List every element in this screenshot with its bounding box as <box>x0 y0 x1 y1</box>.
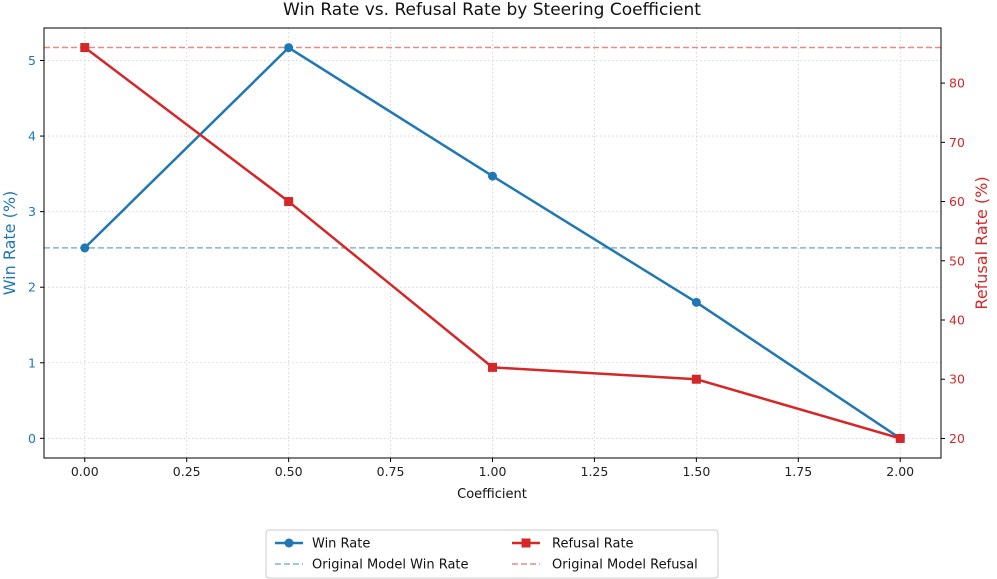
x-tick-label: 1.25 <box>581 464 609 479</box>
left-y-tick-label: 4 <box>28 129 36 144</box>
refusal-rate-point <box>691 374 701 384</box>
left-y-tick-label: 3 <box>28 204 36 219</box>
right-y-tick-label: 60 <box>949 194 965 209</box>
left-y-tick-label: 5 <box>28 53 36 68</box>
refusal-rate-point <box>284 197 294 207</box>
refusal-rate-point <box>488 362 497 372</box>
x-tick-label: 1.50 <box>682 464 710 479</box>
left-y-axis-label: Win Rate (%) <box>0 191 19 296</box>
win-rate-line <box>83 46 901 440</box>
x-tick-label: 0.00 <box>71 464 99 479</box>
legend-original-win-rate-label: Original Model Win Rate <box>312 558 469 573</box>
left-y-axis-ticks: 0 1 2 3 4 5 <box>28 53 44 446</box>
right-y-tick-label: 40 <box>949 312 965 327</box>
x-tick-label: 1.75 <box>784 464 812 479</box>
win-rate-point <box>488 171 497 181</box>
left-y-tick-label: 1 <box>28 355 36 370</box>
series-layer <box>80 43 905 443</box>
win-rate-point <box>80 243 90 253</box>
right-y-axis-ticks: 20 30 40 50 60 70 80 <box>941 76 965 446</box>
x-tick-label: 1.00 <box>479 464 507 479</box>
legend-win-rate-marker <box>284 538 294 548</box>
right-y-tick-label: 20 <box>949 431 965 446</box>
left-y-tick-label: 2 <box>28 280 36 295</box>
x-tick-label: 2.00 <box>886 464 914 479</box>
grid <box>44 28 941 458</box>
x-tick-label: 0.50 <box>275 464 303 479</box>
right-y-tick-label: 70 <box>949 135 965 150</box>
left-y-tick-label: 0 <box>28 431 36 446</box>
legend-refusal-rate-label: Refusal Rate <box>552 537 634 552</box>
legend-original-refusal-label: Original Model Refusal <box>552 558 698 573</box>
refusal-rate-point <box>80 43 90 53</box>
legend-box <box>265 529 719 579</box>
right-y-tick-label: 80 <box>949 76 965 91</box>
right-y-tick-label: 50 <box>949 253 965 268</box>
x-axis-label: Coefficient <box>457 487 527 502</box>
legend-win-rate-label: Win Rate <box>312 537 370 552</box>
win-rate-point <box>284 43 294 53</box>
legend-refusal-rate-marker <box>521 538 531 548</box>
x-axis-ticks: 0.00 0.25 0.50 0.75 1.00 1.25 1.50 1.75 2.00 <box>71 458 914 479</box>
right-y-tick-label: 30 <box>949 372 965 387</box>
chart-title: Win Rate vs. Refusal Rate by Steering Co… <box>283 0 701 20</box>
x-tick-label: 0.25 <box>173 464 201 479</box>
win-rate-point <box>691 297 701 307</box>
reference-lines <box>44 46 941 249</box>
x-tick-label: 0.75 <box>377 464 405 479</box>
refusal-rate-point <box>895 433 905 443</box>
refusal-rate-line <box>84 46 901 440</box>
right-y-axis-label: Refusal Rate (%) <box>972 176 991 309</box>
legend: Win Rate Refusal Rate Original Model Win… <box>265 529 719 579</box>
